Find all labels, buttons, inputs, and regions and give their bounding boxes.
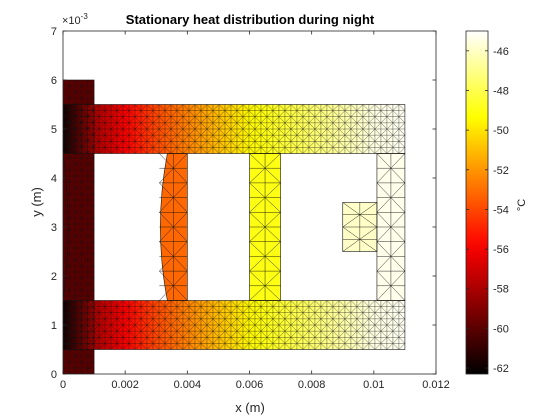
mesh-triangles <box>249 153 281 301</box>
mesh-lines <box>63 79 406 374</box>
x-tick-label: 0.008 <box>298 379 326 391</box>
colorbar-label: °C <box>516 199 528 211</box>
colorbar-tick-label: -54 <box>493 204 509 216</box>
mesh-triangles <box>376 153 406 301</box>
y-axis-label: y (m) <box>29 187 44 217</box>
colorbar-tick-label: -50 <box>493 125 509 137</box>
mesh-triangles <box>63 104 406 154</box>
y-tick-label: 0 <box>51 369 57 381</box>
colorbar-tick-label: -56 <box>493 244 509 256</box>
exponent-label: ×10-3 <box>62 12 88 27</box>
mesh-triangles <box>342 202 378 252</box>
x-ticks: 0 0.002 0.004 0.006 0.008 0.01 0.012 <box>60 31 450 391</box>
y-ticks: 0 1 2 3 4 5 6 7 <box>51 26 436 381</box>
mesh-triangles <box>159 153 188 301</box>
y-tick-label: 2 <box>51 271 57 283</box>
colorbar-tick-label: -48 <box>493 85 509 97</box>
x-tick-label: 0.012 <box>422 379 450 391</box>
x-tick-label: 0 <box>60 379 66 391</box>
x-tick-label: 0.006 <box>236 379 264 391</box>
mesh-triangles <box>63 300 406 350</box>
colorbar-tick-label: -62 <box>493 363 509 375</box>
colorbar-tick-label: -46 <box>493 46 509 58</box>
x-tick-label: 0.01 <box>363 379 384 391</box>
y-tick-label: 7 <box>51 26 57 38</box>
y-tick-label: 3 <box>51 222 57 234</box>
y-tick-label: 5 <box>51 124 57 136</box>
x-tick-label: 0.004 <box>174 379 202 391</box>
colorbar <box>465 30 489 375</box>
colorbar-tick-label: -60 <box>493 323 509 335</box>
colorbar-tick-label: -52 <box>493 165 509 177</box>
x-tick-label: 0.002 <box>111 379 139 391</box>
x-axis-label: x (m) <box>235 400 265 415</box>
y-tick-label: 1 <box>51 320 57 332</box>
colorbar-tick-label: -58 <box>493 284 509 296</box>
mesh-triangles <box>63 79 95 374</box>
y-tick-label: 6 <box>51 75 57 87</box>
chart-title: Stationary heat distribution during nigh… <box>126 12 375 27</box>
colorbar-ticks: -46 -48 -50 -52 -54 -56 -58 -60 -62 <box>466 46 509 375</box>
y-tick-label: 4 <box>51 173 57 185</box>
